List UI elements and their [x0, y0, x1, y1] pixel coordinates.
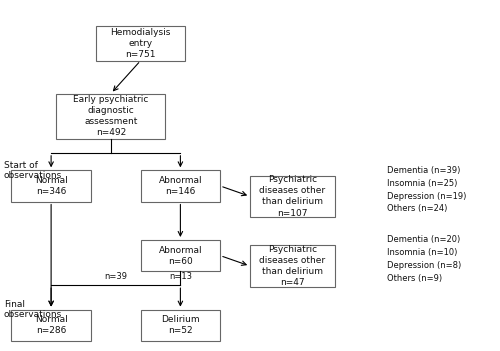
Text: Others (n=9): Others (n=9): [386, 274, 442, 283]
Text: Dementia (n=20): Dementia (n=20): [386, 236, 460, 244]
Text: Early psychiatric
diagnostic
assessment
n=492: Early psychiatric diagnostic assessment …: [73, 95, 148, 138]
Text: Abnormal
n=146: Abnormal n=146: [158, 176, 202, 196]
Text: Psychiatric
diseases other
than delirium
n=107: Psychiatric diseases other than delirium…: [259, 175, 326, 218]
Text: Hemodialysis
entry
n=751: Hemodialysis entry n=751: [110, 28, 171, 59]
FancyBboxPatch shape: [12, 170, 91, 201]
Text: Psychiatric
diseases other
than delirium
n=47: Psychiatric diseases other than delirium…: [259, 245, 326, 287]
Text: Final
observations: Final observations: [4, 300, 62, 319]
FancyBboxPatch shape: [250, 176, 334, 217]
FancyBboxPatch shape: [140, 310, 220, 341]
Text: Others (n=24): Others (n=24): [386, 204, 447, 213]
Text: Depression (n=19): Depression (n=19): [386, 192, 466, 200]
FancyBboxPatch shape: [96, 26, 186, 61]
Text: Delirium
n=52: Delirium n=52: [161, 315, 200, 335]
Text: Normal
n=286: Normal n=286: [34, 315, 68, 335]
Text: n=39: n=39: [104, 272, 127, 281]
Text: Insomnia (n=25): Insomnia (n=25): [386, 179, 457, 188]
Text: Abnormal
n=60: Abnormal n=60: [158, 246, 202, 266]
Text: Normal
n=346: Normal n=346: [34, 176, 68, 196]
FancyBboxPatch shape: [250, 245, 334, 287]
FancyBboxPatch shape: [140, 170, 220, 201]
Text: n=13: n=13: [169, 272, 192, 281]
Text: Insomnia (n=10): Insomnia (n=10): [386, 248, 457, 257]
Text: Dementia (n=39): Dementia (n=39): [386, 166, 460, 175]
FancyBboxPatch shape: [12, 310, 91, 341]
Text: Depression (n=8): Depression (n=8): [386, 261, 461, 270]
FancyBboxPatch shape: [140, 240, 220, 271]
Text: Start of
observations: Start of observations: [4, 160, 62, 180]
FancyBboxPatch shape: [56, 94, 166, 139]
